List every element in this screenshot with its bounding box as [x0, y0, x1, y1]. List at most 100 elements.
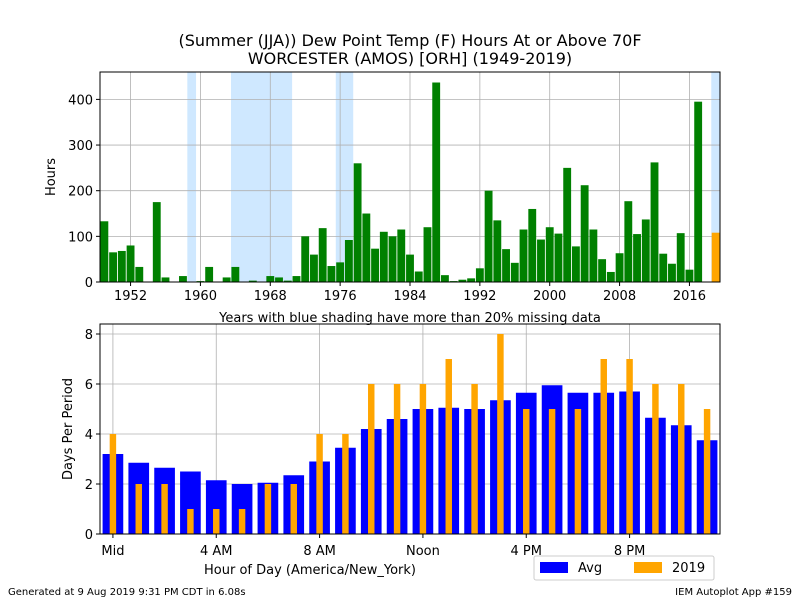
year-bar	[152, 202, 161, 282]
footer-app-id: IEM Autoplot App #159	[675, 587, 792, 598]
year-bar	[205, 266, 214, 282]
x-tick-label: 2016	[673, 289, 706, 304]
year-bar	[659, 253, 668, 282]
legend-label-2019: 2019	[672, 561, 705, 576]
year-bar	[641, 219, 650, 282]
year-bar	[624, 201, 633, 282]
year-2019-bar	[703, 409, 711, 534]
y-tick-label: 8	[85, 328, 93, 343]
year-2019-bar	[548, 409, 556, 534]
year-bar	[275, 277, 283, 282]
year-bar	[379, 231, 388, 282]
year-bar	[179, 276, 187, 282]
year-bar	[327, 266, 336, 282]
legend-label-avg: Avg	[578, 561, 602, 576]
legend-swatch-2019	[634, 562, 662, 573]
year-2019-bar	[419, 384, 427, 534]
year-bar	[248, 280, 257, 282]
year-bar	[336, 262, 345, 282]
year-bar	[633, 234, 641, 282]
x-tick-label: 4 PM	[511, 544, 542, 559]
y-tick-label: 0	[85, 276, 93, 291]
x-tick-label: Noon	[406, 544, 440, 559]
year-bar	[397, 229, 406, 282]
y-tick-label: 400	[68, 93, 93, 108]
year-bar	[406, 254, 414, 282]
year-bar	[231, 266, 240, 282]
year-2019-bar	[264, 484, 272, 534]
year-bar	[606, 271, 615, 282]
year-bar	[423, 227, 432, 282]
year-2019-bar	[238, 509, 246, 534]
x-tick-label: 1960	[184, 289, 217, 304]
year-bar	[598, 259, 607, 282]
missing-data-note: Years with blue shading have more than 2…	[218, 311, 601, 326]
year-bar	[615, 253, 624, 282]
year-2019-bar	[187, 509, 194, 534]
year-bar	[109, 252, 118, 282]
avg-bar	[180, 471, 201, 534]
year-bar	[711, 232, 720, 282]
year-bar	[580, 185, 589, 282]
year-bar	[310, 254, 318, 282]
year-bar	[650, 162, 659, 282]
year-bar	[458, 279, 467, 282]
year-2019-bar	[652, 384, 659, 534]
hourly-days-chart: Mid 4 AM 8 AM Noon 4 PM 8 PM 0 2 4 6 8 Hour of Day …	[61, 323, 721, 578]
chart-title-line1: (Summer (JJA)) Dew Point Temp (F) Hours …	[178, 31, 641, 50]
x-tick-label: 8 AM	[303, 544, 336, 559]
yearly-hours-chart: 1952 1960 1968 1976 1984 1992 2000 2008 2016 0 100…	[44, 71, 721, 304]
plot-frame	[99, 323, 721, 535]
year-2019-bar	[574, 409, 582, 534]
x-tick-label: 1952	[114, 289, 147, 304]
y-tick-label: 4	[85, 428, 93, 443]
missing-data-shade	[230, 72, 293, 282]
year-bar	[467, 278, 476, 282]
year-bar	[493, 220, 502, 282]
year-2019-bar	[109, 434, 117, 534]
year-bar	[301, 236, 310, 282]
y-tick-label: 100	[68, 230, 93, 245]
y-tick-label: 200	[68, 185, 93, 200]
x-tick-label: 2000	[533, 289, 566, 304]
year-bar	[362, 213, 371, 282]
year-2019-bar	[213, 509, 220, 534]
year-bar	[668, 263, 676, 282]
year-2019-bar	[471, 384, 478, 534]
year-bar	[266, 276, 275, 282]
x-tick-label: 1976	[324, 289, 357, 304]
year-2019-bar	[316, 434, 323, 534]
x-axis-label: Hour of Day (America/New_York)	[204, 563, 416, 578]
year-bar	[222, 277, 231, 282]
year-2019-bar	[393, 384, 401, 534]
year-bar	[344, 240, 353, 282]
year-bar	[563, 167, 572, 282]
legend: Avg 2019	[533, 555, 715, 581]
year-bar	[161, 277, 170, 282]
y-axis-label: Days Per Period	[61, 378, 76, 480]
year-2019-bar	[523, 409, 530, 534]
legend-box	[533, 555, 715, 581]
year-bar	[589, 229, 598, 282]
x-tick-label: Mid	[101, 544, 124, 559]
year-2019-bar	[445, 359, 452, 534]
x-tick-label: 2008	[603, 289, 636, 304]
year-bar	[554, 233, 563, 282]
avg-bar	[205, 480, 227, 534]
year-2019-bar	[161, 484, 168, 534]
missing-data-shade	[711, 72, 720, 282]
year-2019-bar	[600, 359, 607, 534]
year-bar	[100, 221, 109, 282]
year-bar	[519, 229, 528, 282]
missing-data-shade	[187, 72, 197, 282]
year-bar	[441, 275, 449, 282]
y-tick-label: 0	[85, 528, 93, 543]
legend-swatch-avg	[540, 562, 568, 573]
year-bar	[117, 250, 126, 282]
y-axis-label: Hours	[44, 158, 59, 196]
year-bar	[545, 227, 554, 282]
year-bar	[371, 248, 379, 282]
year-bar	[388, 236, 397, 282]
year-bar	[283, 280, 292, 282]
